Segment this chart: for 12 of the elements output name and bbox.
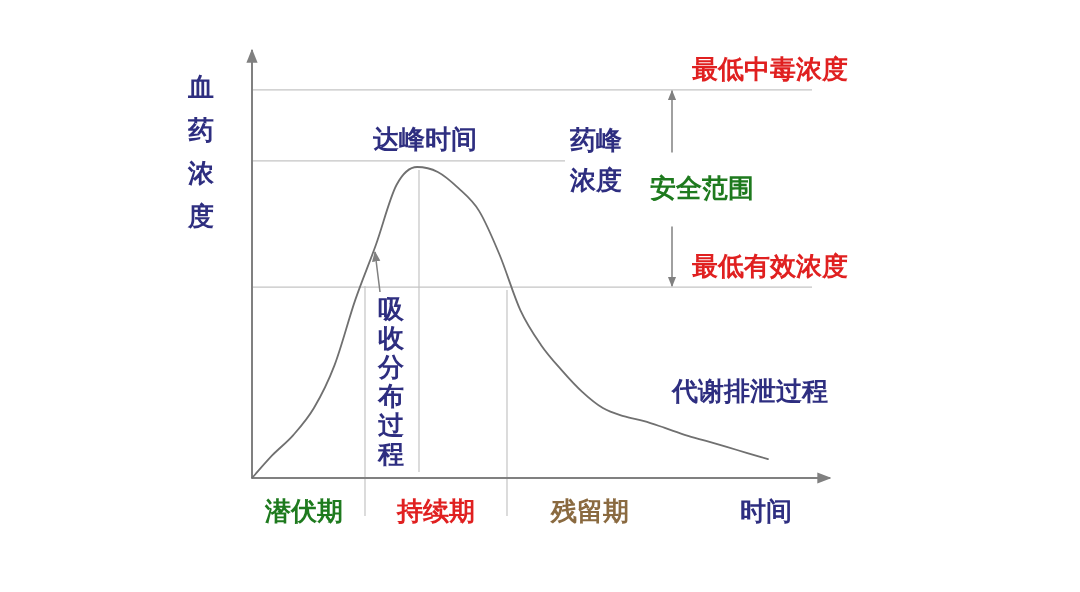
x-axis-title: 时间	[740, 496, 792, 526]
ref-line-label: 最低中毒浓度	[691, 53, 848, 84]
text: 达峰时间	[372, 124, 477, 154]
annotation: 代谢排泄过程	[671, 376, 828, 406]
text: 持续期	[396, 496, 475, 526]
text: 残留期	[550, 496, 629, 526]
annotation: 吸收分布过程	[377, 294, 405, 469]
ref-line-label: 最低有效浓度	[691, 251, 848, 282]
ref-line-label: 药峰浓度	[569, 124, 623, 195]
y-axis-title: 血药浓度	[187, 72, 215, 231]
annotation: 安全范围	[650, 173, 754, 204]
text: 潜伏期	[264, 496, 343, 526]
